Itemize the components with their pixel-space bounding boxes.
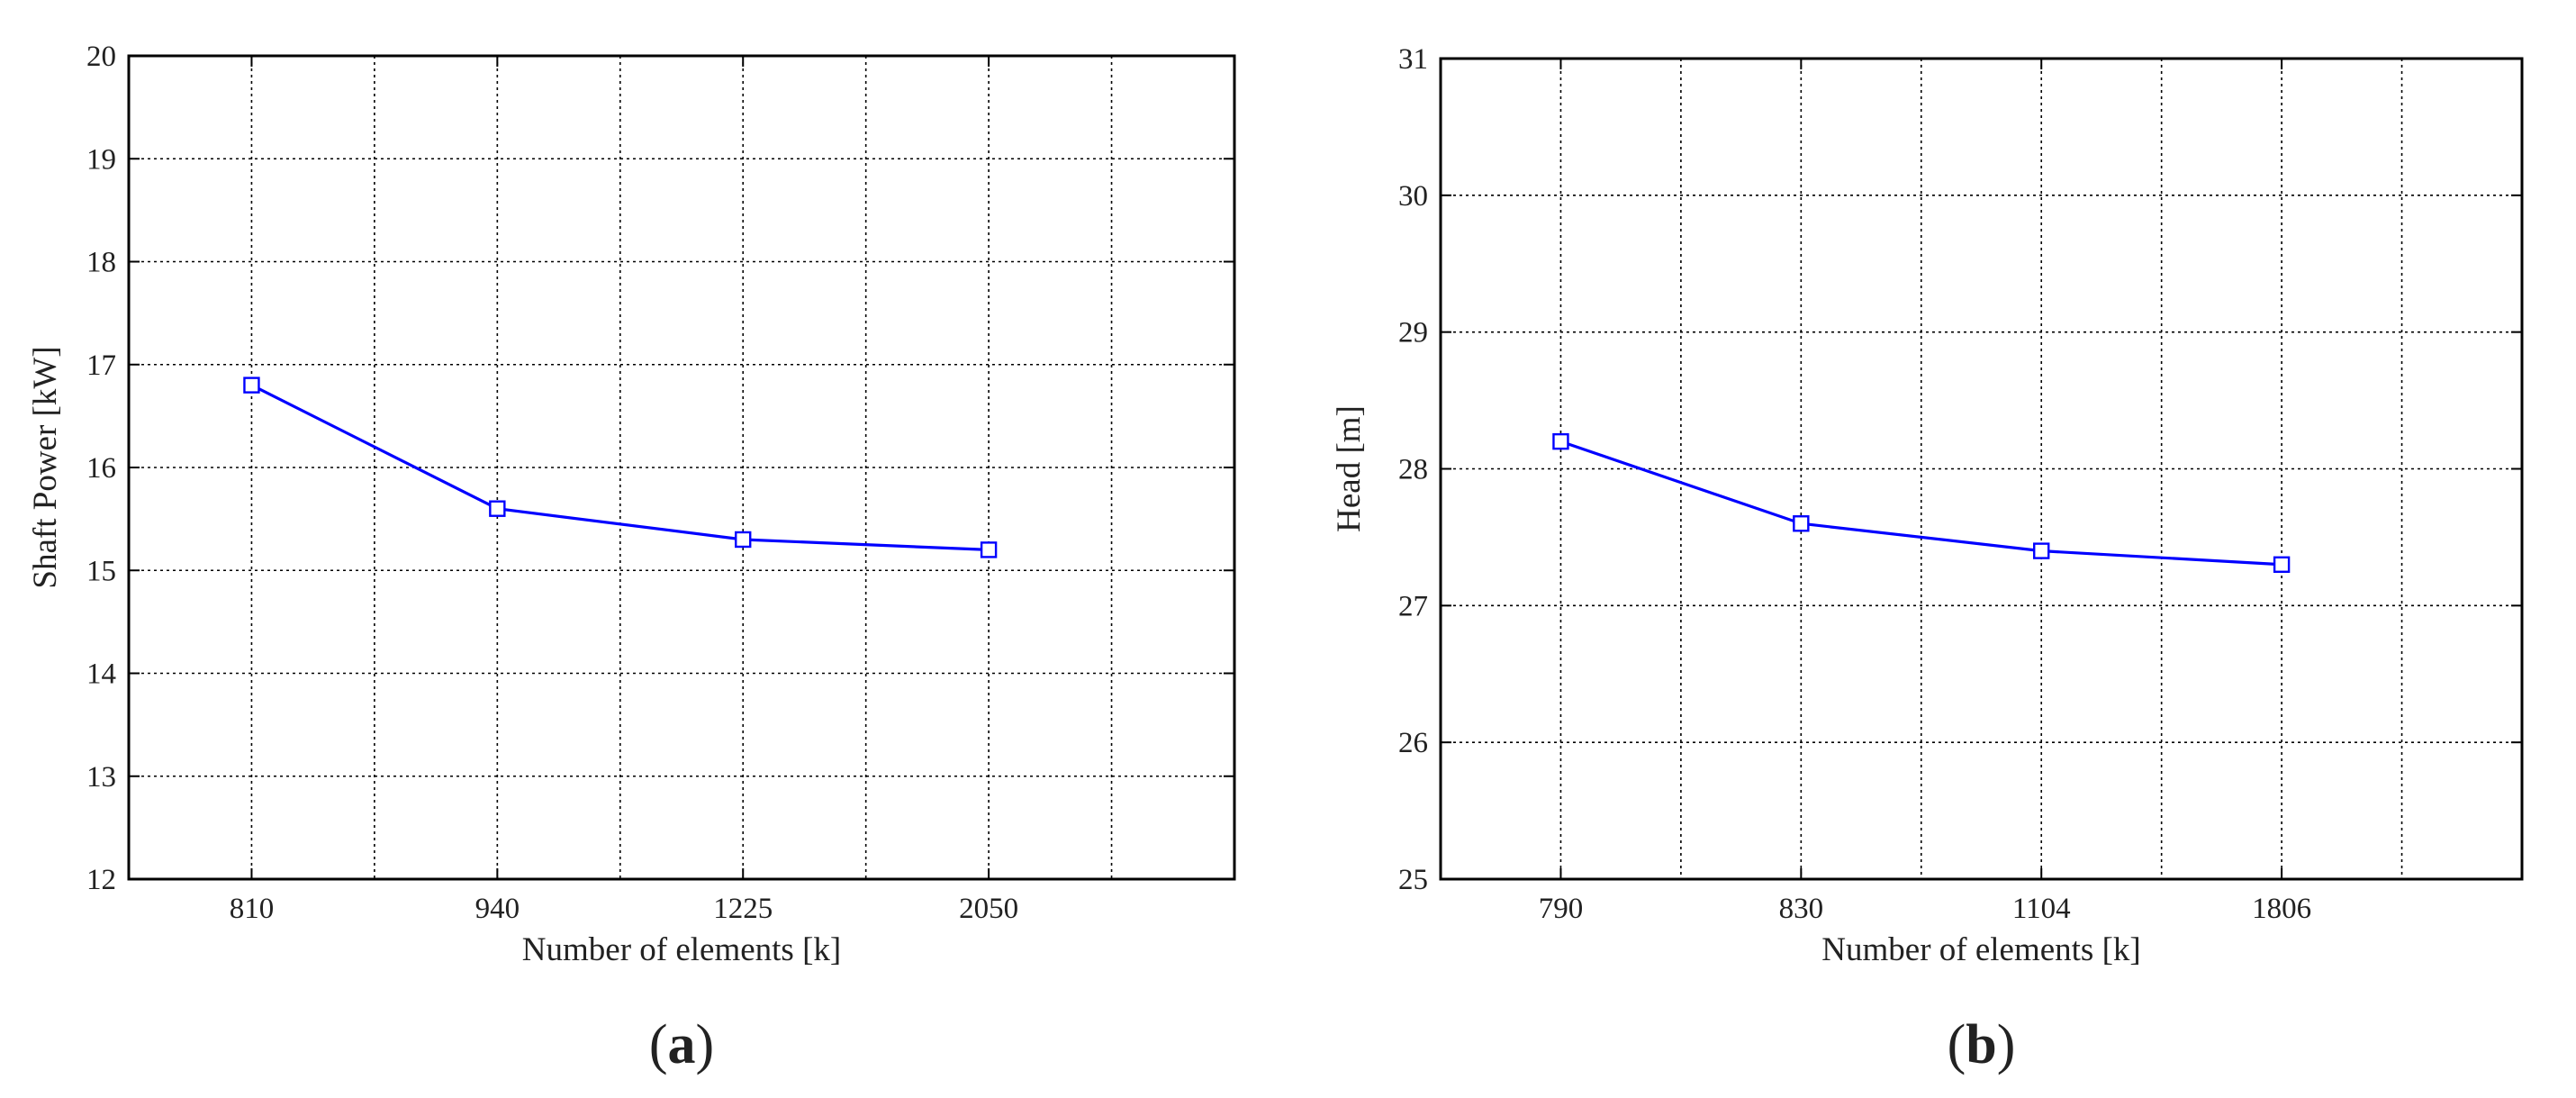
panel-label-part: a bbox=[668, 1014, 696, 1075]
chart-b-svg: 25 26 27 28 29 30 31 790 830 1104 1806 Number of el… bbox=[1331, 43, 2524, 1075]
y-tick-label: 25 bbox=[1398, 864, 1428, 896]
y-tick-label: 30 bbox=[1398, 180, 1428, 213]
y-tick-label: 14 bbox=[86, 658, 116, 691]
x-tick-label: 1225 bbox=[713, 893, 773, 925]
x-tick-label: 810 bbox=[230, 893, 275, 925]
y-tick-label: 12 bbox=[86, 864, 116, 896]
y-tick-label: 27 bbox=[1398, 590, 1428, 622]
y-tick-label: 16 bbox=[86, 452, 116, 485]
x-tick-label: 1806 bbox=[2252, 893, 2311, 925]
panel-label-part: ( bbox=[1948, 1014, 1966, 1075]
plot-frame bbox=[1439, 57, 2524, 881]
y-tick-label: 20 bbox=[86, 41, 116, 73]
data-point-marker bbox=[489, 500, 506, 517]
chart-b-container: 25 26 27 28 29 30 31 790 830 1104 1806 Number of el… bbox=[1288, 0, 2576, 1098]
y-tick-label: 17 bbox=[86, 349, 116, 382]
data-point-marker bbox=[2273, 556, 2291, 573]
y-axis-label: Head [m] bbox=[1331, 405, 1368, 532]
chart-a-svg: 12 13 14 15 16 17 18 19 20 810 940 1225 2050 Number o… bbox=[27, 41, 1236, 1075]
y-axis-label: Shaft Power [kW] bbox=[27, 346, 64, 588]
data-point-marker bbox=[980, 541, 998, 558]
y-tick-label: 19 bbox=[86, 143, 116, 176]
x-tick-label: 1104 bbox=[2012, 893, 2071, 925]
panel-label-part: b bbox=[1966, 1014, 1996, 1075]
panel-label-part: ( bbox=[649, 1014, 668, 1075]
panel-label: (a) bbox=[649, 1014, 714, 1075]
panel-label-part: ) bbox=[696, 1014, 715, 1075]
x-tick-label: 2050 bbox=[959, 893, 1018, 925]
data-point-marker bbox=[243, 377, 260, 394]
series-line bbox=[1559, 440, 2282, 567]
y-tick-label: 28 bbox=[1398, 454, 1428, 486]
y-tick-label: 13 bbox=[86, 761, 116, 794]
x-axis-label: Number of elements [k] bbox=[1821, 931, 2140, 968]
chart-a-container: 12 13 14 15 16 17 18 19 20 810 940 1225 2050 Number o… bbox=[27, 41, 1236, 1075]
y-tick-label: 26 bbox=[1398, 727, 1428, 759]
x-tick-label: 790 bbox=[1539, 893, 1584, 925]
y-tick-label: 31 bbox=[1398, 43, 1428, 76]
data-point-marker bbox=[2033, 542, 2050, 559]
panel-label-part: ) bbox=[1997, 1014, 2016, 1075]
x-tick-label: 830 bbox=[1779, 893, 1824, 925]
data-point-marker bbox=[1793, 515, 1810, 532]
x-axis-label: Number of elements [k] bbox=[522, 931, 841, 968]
x-tick-label: 940 bbox=[475, 893, 520, 925]
series-line bbox=[250, 384, 990, 551]
data-point-marker bbox=[735, 531, 752, 549]
panel-label: (b) bbox=[1948, 1014, 2016, 1075]
data-point-marker bbox=[1552, 432, 1569, 450]
y-tick-label: 15 bbox=[86, 555, 116, 587]
y-tick-label: 18 bbox=[86, 247, 116, 279]
y-tick-label: 29 bbox=[1398, 317, 1428, 349]
